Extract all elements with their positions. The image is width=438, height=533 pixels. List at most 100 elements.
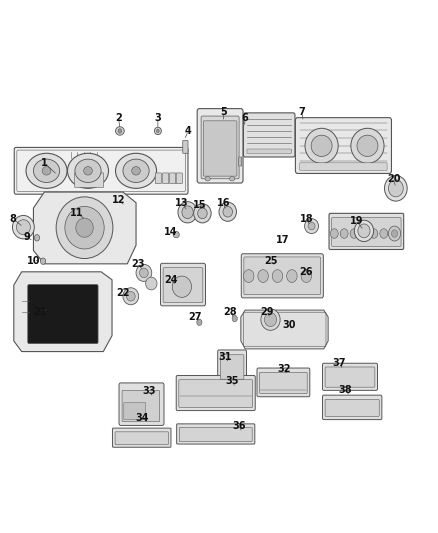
Text: 8: 8 xyxy=(10,214,16,224)
Ellipse shape xyxy=(198,208,207,219)
Text: 38: 38 xyxy=(339,385,353,395)
Text: 37: 37 xyxy=(332,358,346,368)
Ellipse shape xyxy=(205,176,210,181)
Text: 10: 10 xyxy=(27,256,40,266)
FancyBboxPatch shape xyxy=(322,395,382,419)
Ellipse shape xyxy=(265,313,277,327)
Text: 16: 16 xyxy=(217,198,230,208)
FancyBboxPatch shape xyxy=(113,428,171,447)
Ellipse shape xyxy=(340,229,348,238)
Ellipse shape xyxy=(34,235,39,241)
Ellipse shape xyxy=(65,206,104,249)
Ellipse shape xyxy=(123,288,139,305)
Ellipse shape xyxy=(182,206,193,219)
Text: 26: 26 xyxy=(300,267,313,277)
Ellipse shape xyxy=(136,264,152,281)
Ellipse shape xyxy=(154,127,161,135)
FancyBboxPatch shape xyxy=(115,432,168,445)
FancyBboxPatch shape xyxy=(325,399,379,416)
Ellipse shape xyxy=(26,154,67,188)
FancyBboxPatch shape xyxy=(329,213,404,249)
Text: 13: 13 xyxy=(175,198,189,208)
Ellipse shape xyxy=(354,220,374,241)
Ellipse shape xyxy=(370,229,378,238)
Ellipse shape xyxy=(127,292,135,301)
FancyBboxPatch shape xyxy=(74,173,104,187)
Text: 6: 6 xyxy=(242,112,249,123)
Text: 29: 29 xyxy=(260,306,274,317)
FancyBboxPatch shape xyxy=(162,173,169,183)
FancyBboxPatch shape xyxy=(203,121,237,176)
Ellipse shape xyxy=(219,202,237,221)
Ellipse shape xyxy=(84,166,92,175)
Ellipse shape xyxy=(308,222,315,230)
Ellipse shape xyxy=(330,229,338,238)
Ellipse shape xyxy=(67,154,109,188)
FancyBboxPatch shape xyxy=(160,263,205,306)
Text: 17: 17 xyxy=(276,235,289,245)
Ellipse shape xyxy=(123,159,149,182)
FancyBboxPatch shape xyxy=(239,157,242,166)
Text: 24: 24 xyxy=(164,275,178,285)
Ellipse shape xyxy=(305,128,338,164)
Ellipse shape xyxy=(116,154,156,188)
Ellipse shape xyxy=(75,159,101,182)
Text: 28: 28 xyxy=(223,306,237,317)
Ellipse shape xyxy=(389,226,401,241)
Text: 18: 18 xyxy=(300,214,313,224)
FancyBboxPatch shape xyxy=(179,379,253,407)
Ellipse shape xyxy=(351,128,384,164)
Text: 4: 4 xyxy=(185,126,192,136)
Ellipse shape xyxy=(301,270,311,282)
FancyBboxPatch shape xyxy=(176,173,182,183)
Ellipse shape xyxy=(360,229,368,238)
Text: 15: 15 xyxy=(193,200,206,211)
FancyBboxPatch shape xyxy=(244,257,321,295)
Text: 1: 1 xyxy=(41,158,48,168)
FancyBboxPatch shape xyxy=(155,173,161,183)
Text: 32: 32 xyxy=(278,364,291,374)
Ellipse shape xyxy=(33,159,60,182)
Text: 33: 33 xyxy=(142,386,156,397)
Ellipse shape xyxy=(118,129,122,133)
Text: 3: 3 xyxy=(155,112,161,123)
Text: 35: 35 xyxy=(225,376,239,386)
Ellipse shape xyxy=(272,270,283,282)
Text: 23: 23 xyxy=(131,259,145,269)
Ellipse shape xyxy=(261,309,280,330)
FancyBboxPatch shape xyxy=(197,109,243,183)
FancyBboxPatch shape xyxy=(163,268,203,303)
FancyBboxPatch shape xyxy=(218,350,247,382)
Ellipse shape xyxy=(156,130,159,133)
Text: 30: 30 xyxy=(282,320,296,330)
Ellipse shape xyxy=(140,268,148,278)
Text: 20: 20 xyxy=(387,174,400,184)
Ellipse shape xyxy=(56,197,113,259)
Text: 36: 36 xyxy=(232,421,245,431)
Ellipse shape xyxy=(12,215,34,239)
Polygon shape xyxy=(14,272,112,352)
Ellipse shape xyxy=(304,219,318,233)
FancyBboxPatch shape xyxy=(14,148,188,194)
Ellipse shape xyxy=(389,180,403,197)
Ellipse shape xyxy=(200,205,205,209)
FancyBboxPatch shape xyxy=(176,375,255,410)
Ellipse shape xyxy=(392,230,398,237)
FancyBboxPatch shape xyxy=(122,390,159,422)
FancyBboxPatch shape xyxy=(257,368,310,397)
Ellipse shape xyxy=(390,229,398,238)
Ellipse shape xyxy=(357,135,378,157)
Text: 2: 2 xyxy=(115,112,122,123)
FancyBboxPatch shape xyxy=(201,116,239,179)
Ellipse shape xyxy=(116,127,124,135)
Ellipse shape xyxy=(16,220,30,235)
FancyBboxPatch shape xyxy=(220,355,244,379)
Polygon shape xyxy=(33,192,136,264)
Ellipse shape xyxy=(172,276,191,297)
Ellipse shape xyxy=(358,224,370,238)
Text: 22: 22 xyxy=(116,288,130,298)
Ellipse shape xyxy=(194,204,211,223)
Ellipse shape xyxy=(385,175,407,201)
Text: 25: 25 xyxy=(265,256,278,266)
Text: 9: 9 xyxy=(24,232,30,243)
